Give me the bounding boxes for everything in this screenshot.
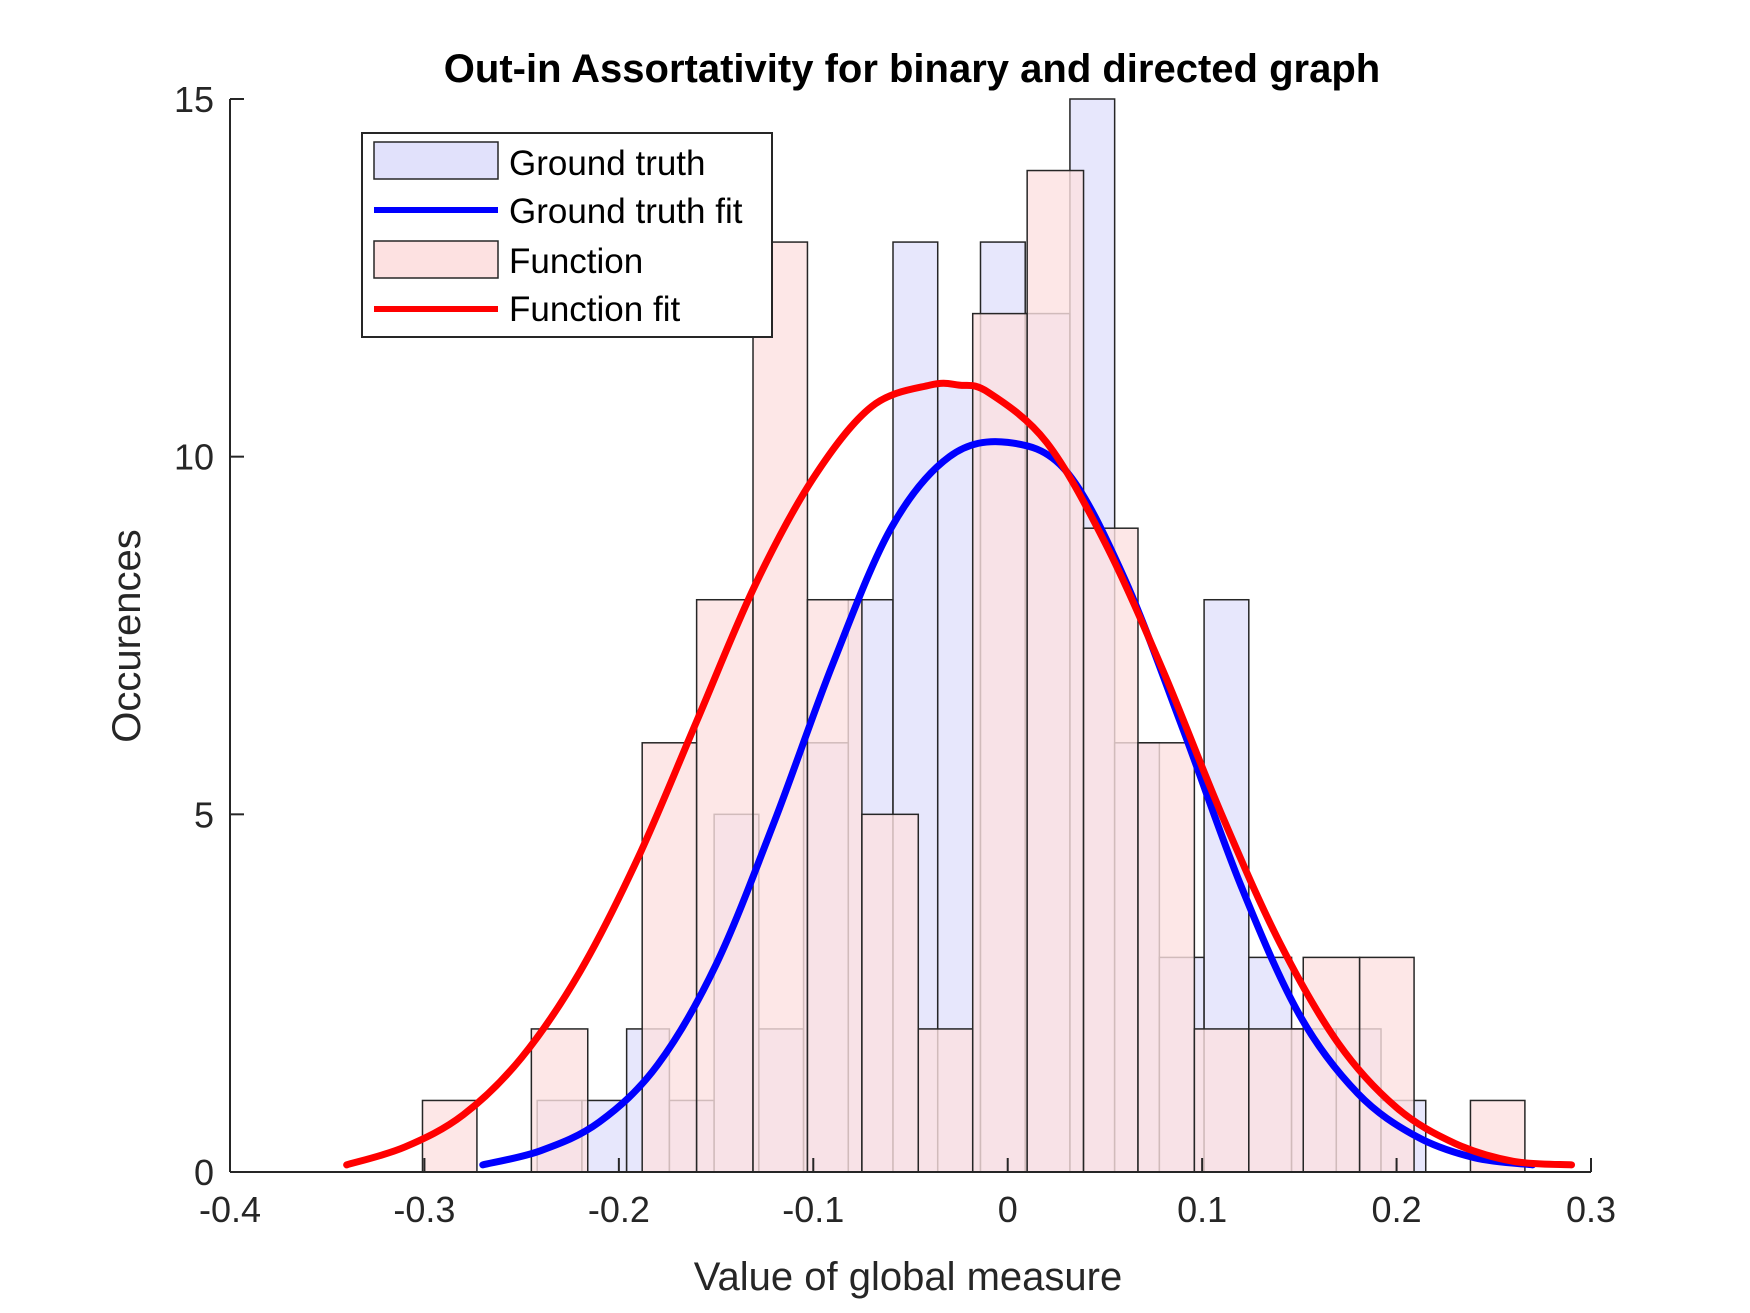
legend: Ground truth Ground truth fit Function F… xyxy=(361,132,773,338)
x-tick-label-3: -0.1 xyxy=(782,1189,844,1230)
function-bar-10 xyxy=(1082,527,1139,1173)
function-bar-13 xyxy=(1248,1028,1304,1173)
legend-label-function-fit: Function fit xyxy=(509,290,680,329)
x-tick-label-1: -0.3 xyxy=(393,1189,455,1230)
function-bars xyxy=(421,169,1526,1173)
legend-swatch-ground-truth xyxy=(373,141,499,180)
function-bar-2 xyxy=(641,742,698,1173)
function-bar-3 xyxy=(695,598,754,1173)
function-bar-7 xyxy=(917,1028,974,1173)
ground-truth-fit-line xyxy=(479,438,1537,1169)
x-ticks: -0.4 -0.3 -0.2 -0.1 0 0.1 0.2 0.3 xyxy=(199,1158,1616,1230)
function-bar-8 xyxy=(971,312,1028,1173)
x-tick-label-6: 0.2 xyxy=(1372,1189,1422,1230)
function-fit-line xyxy=(343,379,1576,1169)
chart-title: Out-in Assortativity for binary and dire… xyxy=(444,47,1380,91)
x-tick-label-0: -0.4 xyxy=(199,1189,261,1230)
function-bar-6 xyxy=(861,813,920,1173)
y-tick-label-3: 15 xyxy=(174,79,214,120)
y-tick-label-1: 5 xyxy=(194,794,214,835)
y-tick-label-0: 0 xyxy=(194,1152,214,1193)
ground-truth-bar-1 xyxy=(581,1099,628,1173)
function-bar-5 xyxy=(806,598,863,1173)
y-axis-label: Occurences xyxy=(105,529,149,742)
function-bar-9 xyxy=(1026,169,1085,1173)
y-ticks: 0 5 10 15 xyxy=(174,79,244,1193)
function-bar-15 xyxy=(1358,956,1415,1173)
legend-label-function: Function xyxy=(509,242,643,281)
legend-swatch-function xyxy=(373,240,499,279)
axes xyxy=(229,99,1591,1173)
x-axis-label: Value of global measure xyxy=(694,1255,1122,1299)
x-tick-label-2: -0.2 xyxy=(588,1189,650,1230)
legend-label-ground-truth: Ground truth xyxy=(509,144,706,183)
legend-label-ground-truth-fit: Ground truth fit xyxy=(509,192,743,231)
fit-lines xyxy=(343,379,1576,1169)
function-bar-4 xyxy=(752,241,809,1173)
y-tick-label-2: 10 xyxy=(174,437,214,478)
x-tick-label-7: 0.3 xyxy=(1566,1189,1616,1230)
function-bar-11 xyxy=(1137,742,1196,1173)
x-tick-label-4: 0 xyxy=(998,1189,1018,1230)
x-tick-label-5: 0.1 xyxy=(1177,1189,1227,1230)
function-bar-12 xyxy=(1193,1028,1250,1173)
